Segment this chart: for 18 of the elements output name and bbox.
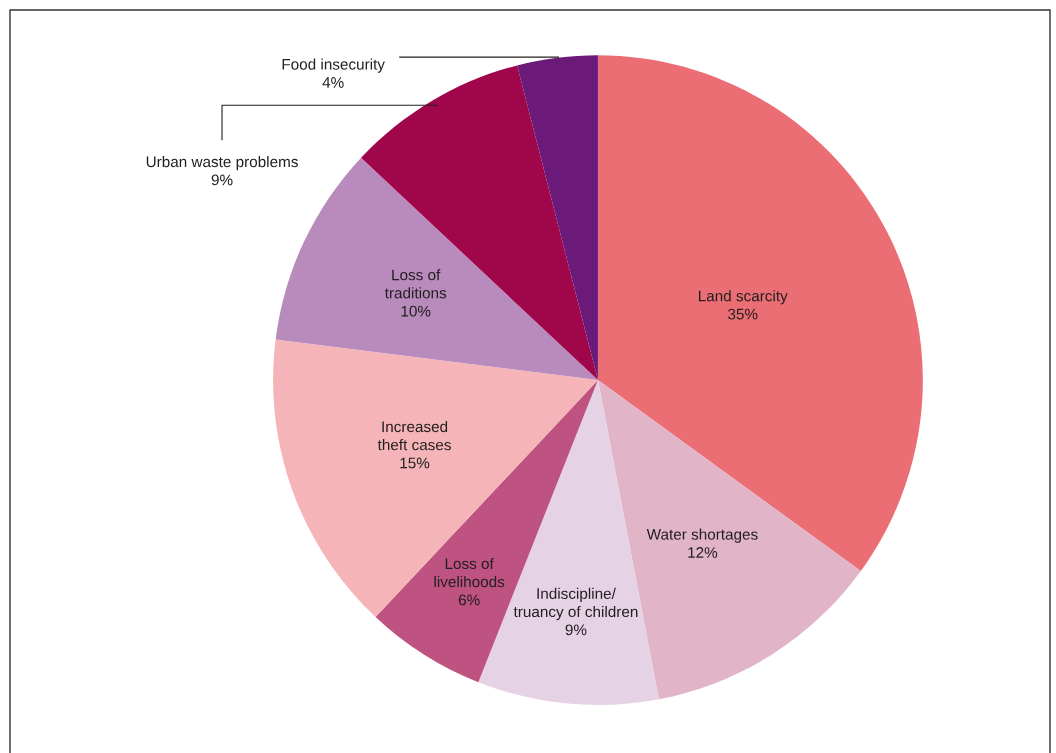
slice-label: Land scarcity: [698, 290, 788, 305]
data-label: 10%: [401, 305, 431, 317]
pie-slice: [517, 55, 598, 381]
data-label: 15%: [400, 457, 430, 469]
data-label: 6%: [458, 594, 480, 606]
slice-label: Food insecurity: [282, 58, 385, 73]
data-label: 4%: [322, 77, 344, 88]
slice-label: Indiscipline/ truancy of children: [513, 587, 638, 621]
data-label: 9%: [211, 174, 233, 186]
data-label: 35%: [728, 308, 758, 320]
slice-label: Loss of traditions: [384, 269, 447, 299]
data-label: 9%: [565, 624, 587, 636]
slice-label: Increased theft cases: [377, 420, 451, 451]
data-label: 12%: [688, 547, 718, 558]
slice-label: Urban waste problems: [146, 155, 298, 171]
slice-label: Water shortages: [646, 528, 758, 543]
pie-slice: [597, 55, 923, 572]
slice-label: Loss of livelihoods: [434, 557, 505, 588]
